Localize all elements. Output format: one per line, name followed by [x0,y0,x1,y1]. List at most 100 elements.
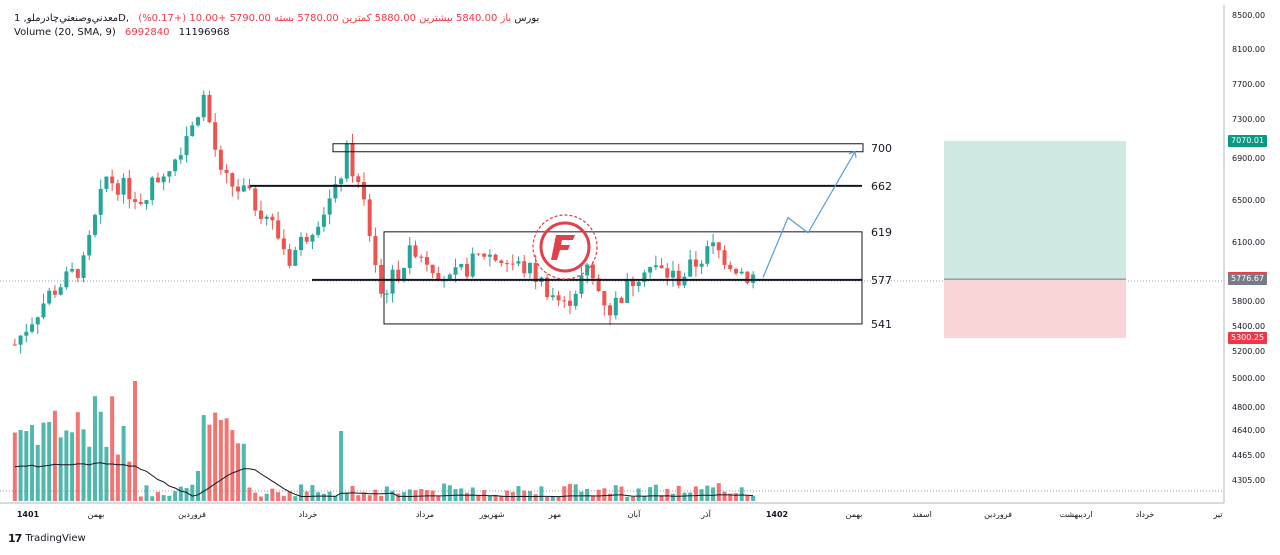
time-tick-label: مرداد [416,510,434,519]
candle-body [58,287,63,295]
candle-body [693,259,698,267]
volume-bar [264,493,269,501]
support-resistance-levels: 700 662 619 577 541 [250,142,892,331]
volume-bar [499,495,504,501]
time-axis[interactable]: 1401 بهمن فروردين خرداد مرداد شهريور مهر آبان آذ… [17,509,1223,519]
price-axis[interactable]: 8500.00 8100.00 7700.00 7300.00 6900.00 6500.… [1232,11,1265,485]
price-tick-label: 8100.00 [1232,45,1265,54]
candle-body [550,295,555,298]
volume-bar [361,492,366,501]
candle-body [493,254,498,261]
candle-body [556,295,561,301]
volume-bar [539,486,544,501]
candle-body [150,177,155,201]
candle-body [413,245,418,257]
tradingview-brand[interactable]: 17 TradingView [8,532,86,545]
candle-body [636,281,641,287]
symbol-title[interactable]: ‌معدني‌وصنعتي‌چادرملو, 1D, بورس [14,13,540,24]
time-tick-label: بهمن [88,510,105,519]
candle-body [447,274,452,281]
volume-bar [630,496,635,501]
candle-body [505,263,510,265]
candle-body [676,270,681,286]
candle-body [373,235,378,265]
volume-bar [705,485,710,501]
candle-body [619,297,624,304]
candle-body [173,159,178,172]
volume-bar [470,487,475,501]
volume-bar [619,486,624,501]
level-label-541: 541 [871,318,892,331]
candle-body [419,256,424,258]
candle-body [218,149,223,170]
candle-body [682,276,687,286]
time-tick-label: مهر [548,510,561,519]
candle-body [436,273,441,281]
volume-bar [138,496,143,501]
candle-body [716,242,721,251]
volume-bar [596,489,601,501]
candle-body [133,199,138,203]
level-label-619: 619 [871,226,892,239]
price-tick-label: 5400.00 [1232,322,1265,331]
volume-bar [201,415,206,501]
candle-body [728,264,733,269]
candle-body [293,250,298,266]
range-box [383,231,863,325]
candle-body [30,324,35,332]
candle-body [396,269,401,280]
volume-label[interactable]: Volume (20, SMA, 9) [14,27,116,38]
candle-body [241,185,246,192]
volume-bar [344,492,349,501]
candle-body [236,186,241,192]
volume-bar [447,485,452,501]
candle-body [522,261,527,274]
volume-bar [41,422,46,501]
candle-body [350,143,355,177]
volume-bar [505,490,510,501]
volume-bar [545,496,550,501]
candle-body [178,155,183,160]
time-tick-label: فروردين [178,510,206,519]
volume-bar [195,470,201,501]
volume-bar [585,488,590,501]
candle-body [247,185,252,189]
volume-bar [682,492,687,501]
watermark-logo [532,214,598,280]
candle-body [642,272,647,282]
candle-body [121,177,126,195]
candle-body [258,210,263,219]
candle-body [476,253,481,255]
volume-bar [310,485,315,501]
time-tick-label: بهمن [846,510,863,519]
price-tick-label: 4305.00 [1232,476,1265,485]
candle-body [253,188,258,211]
volume-bar [567,483,573,501]
volume-bar [70,432,75,501]
candle-body [545,277,550,298]
price-tick-label: 6100.00 [1232,238,1265,247]
brand-name: TradingView [25,533,86,544]
candle-body [213,122,218,150]
volume-bar [47,422,52,501]
candle-body [161,176,166,183]
candle-body [87,234,92,256]
candle-body [562,300,567,302]
volume-sma-value: 11196968 [178,27,230,38]
ohlc-values: باز 5840.00 بيشترين 5880.00 كمترين 5780.… [229,13,512,24]
volume-bar [711,487,716,501]
volume-bar [64,430,69,501]
level-label-662: 662 [871,180,892,193]
volume-bar [613,485,618,501]
price-tick-label: 5200.00 [1232,347,1265,356]
candle-body [98,188,103,215]
candle-body [688,259,693,277]
candle-body [207,94,212,123]
candle-body [722,250,727,265]
candle-body [270,216,275,221]
time-tick-label: خرداد [299,510,318,519]
volume-bar [115,454,120,501]
candle-body [224,169,229,174]
volume-bar [436,495,441,501]
